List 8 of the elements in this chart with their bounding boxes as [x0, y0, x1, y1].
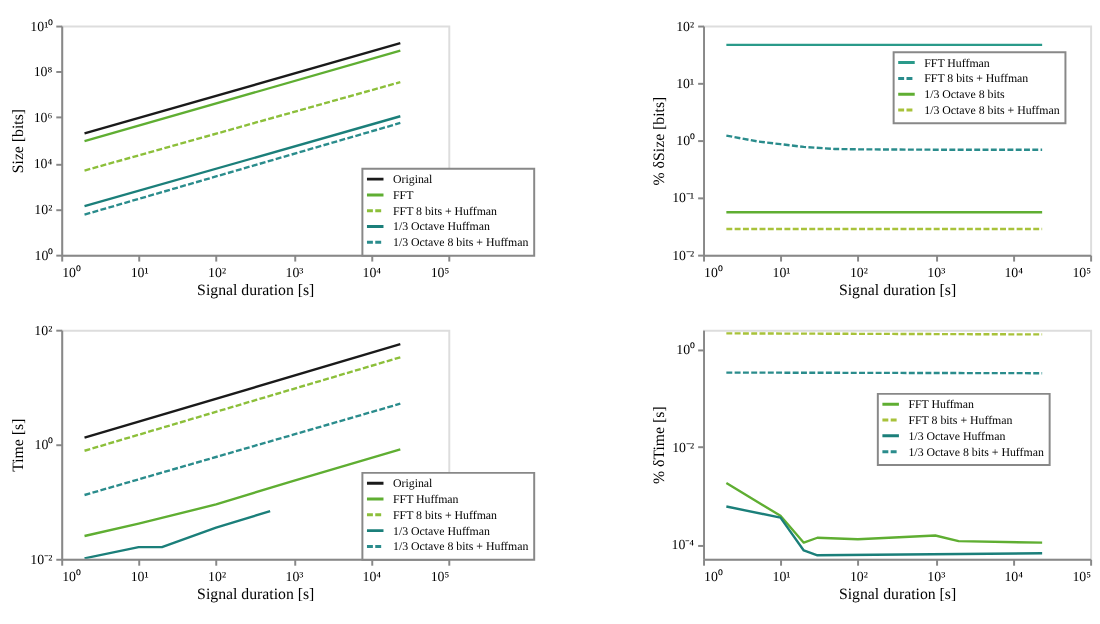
y-axis-title: Size [bits] [8, 108, 27, 174]
x-axis-title: Signal duration [s] [197, 585, 316, 604]
x-axis-title: Signal duration [s] [838, 585, 957, 604]
y-axis-title: % δTime [s] [649, 405, 668, 485]
y-axis-title: % δSize [bits] [650, 95, 669, 186]
x-axis-title: Signal duration [s] [197, 281, 316, 300]
y-axis-title: Time [s] [8, 417, 27, 472]
x-axis-title: Signal duration [s] [838, 281, 957, 300]
